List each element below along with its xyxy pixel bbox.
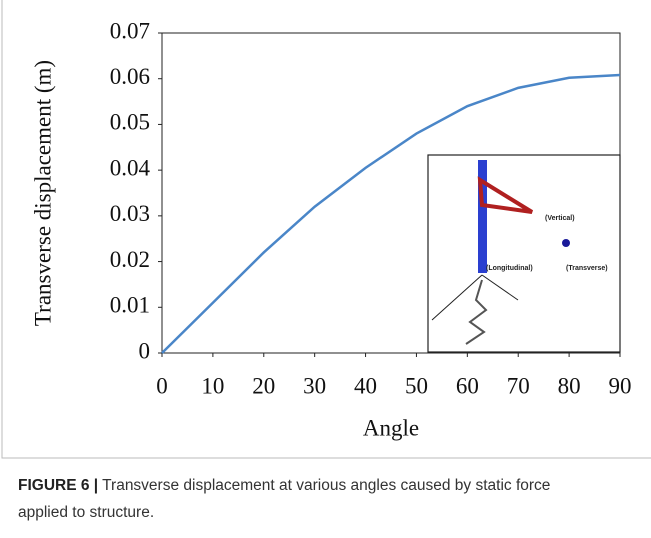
x-tick-label: 80: [558, 373, 581, 398]
y-tick-label: 0.06: [110, 64, 150, 89]
plot: 0 0.01 0.02 0.03 0.04 0.05 0.06 0.07 0 10 20 30 40 50…: [30, 18, 631, 440]
caption-text: Transverse displacement at various angle…: [102, 477, 550, 494]
x-tick-label: 20: [252, 373, 275, 398]
y-tick-label: 0.03: [110, 201, 150, 226]
x-tick-label: 0: [156, 373, 168, 398]
x-tick-label: 70: [507, 373, 530, 398]
inset-label: (Vertical): [545, 215, 575, 222]
y-tick-label: 0.02: [110, 247, 150, 272]
y-tick-label: 0: [139, 338, 151, 363]
caption: FIGURE 6 |Transverse displacement at var…: [18, 477, 550, 494]
inset-label: (Longitudinal): [486, 265, 533, 272]
y-tick-label: 0.07: [110, 18, 150, 43]
y-axis-label: Transverse displacement (m): [30, 60, 55, 326]
x-tick-label: 90: [609, 373, 632, 398]
x-tick-label: 40: [354, 373, 377, 398]
x-tick-label: 30: [303, 373, 326, 398]
x-tick-label: 10: [201, 373, 224, 398]
y-tick-label: 0.04: [110, 155, 151, 180]
column: [478, 160, 487, 273]
axis-icon: [562, 239, 570, 247]
x-axis-label: Angle: [363, 415, 419, 440]
x-tick-label: 50: [405, 373, 428, 398]
y-tick-label: 0.05: [110, 110, 150, 135]
inset-frame: [428, 155, 620, 352]
caption-label: FIGURE 6 |: [18, 477, 98, 494]
caption-text: applied to structure.: [18, 504, 154, 521]
figure: 0 0.01 0.02 0.03 0.04 0.05 0.06 0.07 0 10 20 30 40 50…: [0, 0, 651, 533]
inset-label: (Transverse): [566, 265, 608, 272]
inset-image: (Vertical) (Longitudinal) (Transverse): [428, 155, 620, 352]
x-tick-label: 60: [456, 373, 479, 398]
y-tick-label: 0.01: [110, 293, 150, 318]
